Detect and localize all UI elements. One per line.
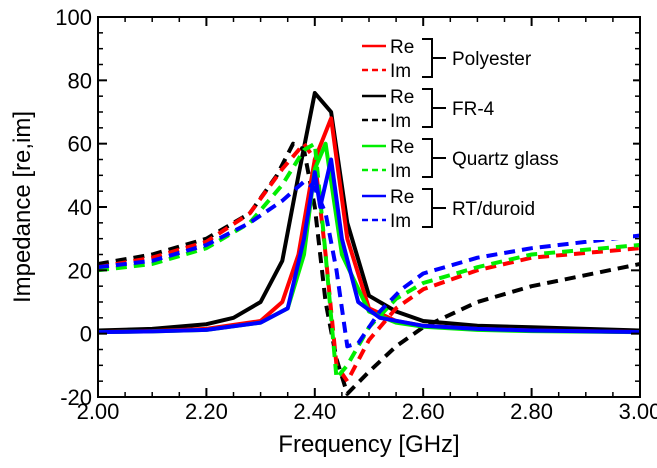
y-tick-label: 0 xyxy=(80,322,92,347)
legend-background xyxy=(358,28,633,240)
legend-label-re: Re xyxy=(390,137,414,158)
y-tick-label: 80 xyxy=(68,68,92,93)
plot-area xyxy=(98,91,640,396)
axes: 2.00 2.20 2.40 2.60 2.80 3.00 -20 0 20 40 60 80 100 xyxy=(55,5,657,424)
y-tick-label: 20 xyxy=(68,258,92,283)
x-tick-label: 2.60 xyxy=(402,399,445,424)
x-tick-label: 3.00 xyxy=(619,399,657,424)
y-tick-label: 40 xyxy=(68,195,92,220)
legend-group-name: Polyester xyxy=(452,49,532,70)
y-axis-title: Impedance [re,im] xyxy=(9,111,36,303)
y-tick-label: 60 xyxy=(68,132,92,157)
x-tick-label: 2.20 xyxy=(185,399,228,424)
legend-group-name: FR-4 xyxy=(452,99,495,120)
x-tick-label: 2.40 xyxy=(293,399,336,424)
legend-label-im: Im xyxy=(390,211,411,232)
x-tick-label: 2.80 xyxy=(510,399,553,424)
legend-label-im: Im xyxy=(390,111,411,132)
legend-group-name: RT/duroid xyxy=(452,199,535,220)
legend-label-re: Re xyxy=(390,37,414,58)
y-tick-label: 100 xyxy=(55,5,92,30)
x-axis-title: Frequency [GHz] xyxy=(278,431,459,458)
legend-label-re: Re xyxy=(390,187,414,208)
legend-label-re: Re xyxy=(390,87,414,108)
series-line-fr-4-re xyxy=(98,91,640,333)
legend-label-im: Im xyxy=(390,61,411,82)
legend-label-im: Im xyxy=(390,161,411,182)
y-tick-label: -20 xyxy=(60,385,92,410)
legend-group-name: Quartz glass xyxy=(452,149,559,170)
series-line-polyester-im xyxy=(98,141,640,384)
legend: Re Im Polyester Re Im FR-4 Re Im Quartz glass Re I… xyxy=(358,28,633,240)
series-line-rt-duroid-re xyxy=(98,157,640,335)
series-line-rt-duroid-im xyxy=(98,179,640,349)
x-tick-label: 2.00 xyxy=(77,399,120,424)
